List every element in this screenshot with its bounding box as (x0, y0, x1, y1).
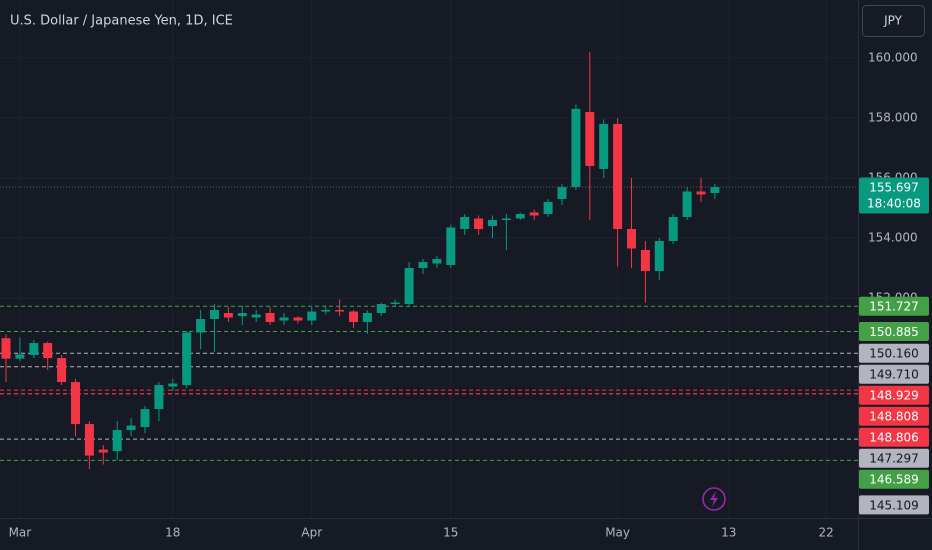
candle-body (362, 313, 372, 323)
candle-body (279, 317, 289, 321)
candle-body (710, 187, 720, 193)
x-tick-label: May (605, 526, 630, 540)
axis-labels: 152.000154.000156.000158.000160.000Mar18… (9, 50, 929, 540)
level-badge (859, 321, 929, 341)
level-label: 148.806 (869, 431, 919, 445)
candle-body (515, 213, 525, 219)
candle-body (543, 201, 553, 214)
candle-body (349, 311, 358, 323)
x-tick-label: 13 (721, 526, 736, 540)
x-tick-label: 15 (443, 526, 458, 540)
level-label: 148.929 (869, 389, 919, 403)
candle-body (307, 311, 317, 321)
grid (0, 0, 858, 518)
candle-body (474, 218, 484, 229)
y-tick-label: 158.000 (868, 110, 918, 124)
level-label: 147.297 (869, 452, 919, 466)
level-badge (859, 406, 929, 426)
candle-body (154, 385, 164, 410)
candle-body (446, 227, 456, 266)
icon-circle[interactable] (702, 487, 726, 511)
candle-body (196, 319, 206, 333)
candle-body (15, 354, 25, 359)
lightning-icon[interactable] (702, 487, 726, 511)
candle-body (43, 343, 53, 359)
candle-body (376, 304, 386, 314)
candle-body (432, 259, 442, 264)
candle-body (223, 313, 233, 318)
candle-body (321, 310, 331, 312)
level-label: 150.885 (869, 325, 919, 339)
candle-body (668, 216, 678, 241)
x-tick-label: 22 (818, 526, 833, 540)
y-tick-label: 160.000 (868, 50, 918, 64)
candle-body (390, 302, 400, 305)
candle-body (112, 430, 122, 452)
candle-body (640, 249, 650, 272)
candle-body (29, 343, 39, 356)
level-label: 151.727 (869, 300, 919, 314)
level-badge (859, 495, 929, 515)
plot (0, 51, 858, 470)
candle-body (488, 219, 497, 226)
candle-body (57, 358, 67, 383)
candle-body (418, 262, 428, 269)
level-badge (859, 427, 929, 447)
level-badge (859, 296, 929, 316)
level-badge (859, 364, 929, 384)
chart-title: U.S. Dollar / Japanese Yen, 1D, ICE (10, 14, 233, 29)
candle-body (557, 186, 567, 199)
candle-body (265, 313, 275, 323)
x-tick-label: 18 (165, 526, 180, 540)
x-tick-label: Apr (301, 526, 322, 540)
x-tick-label: Mar (9, 526, 32, 540)
level-label: 150.160 (869, 347, 919, 361)
currency-label[interactable]: JPY (883, 14, 903, 28)
candle-body (140, 409, 150, 428)
candle-body (126, 425, 136, 431)
candle-body (599, 123, 609, 169)
candle-body (627, 228, 636, 249)
candle-body (682, 191, 692, 217)
candle-body (251, 314, 261, 318)
level-badge (859, 448, 929, 468)
level-badge (859, 343, 929, 363)
candle-body (696, 191, 706, 195)
candle-body (84, 424, 94, 456)
candle-body (404, 268, 414, 305)
candle-body (168, 383, 178, 387)
currency-button[interactable] (862, 5, 925, 37)
level-label: 148.808 (869, 410, 919, 424)
candle-body (571, 108, 581, 187)
candle-body (654, 240, 664, 272)
candle-body (460, 216, 470, 229)
level-label: 149.710 (869, 368, 919, 382)
candle-body (501, 218, 511, 220)
candle-body (613, 123, 623, 229)
candle-body (237, 313, 247, 317)
level-label: 145.109 (869, 498, 919, 512)
candle-body (71, 382, 80, 425)
candle-body (585, 111, 595, 166)
countdown-label: 18:40:08 (867, 197, 921, 211)
candle-body (293, 317, 303, 321)
candle-body (210, 310, 219, 320)
y-tick-label: 154.000 (868, 230, 918, 244)
candle-body (335, 310, 345, 312)
candle-body (182, 332, 192, 386)
level-badge (859, 385, 929, 405)
last-price-badge (859, 177, 929, 214)
level-badge (859, 469, 929, 489)
last-price-label: 155.697 (869, 181, 919, 195)
candle-body (529, 212, 539, 216)
icon-bolt[interactable] (710, 491, 718, 507)
candle-body (98, 449, 108, 453)
candle-body (1, 338, 11, 359)
level-label: 146.589 (869, 473, 919, 487)
